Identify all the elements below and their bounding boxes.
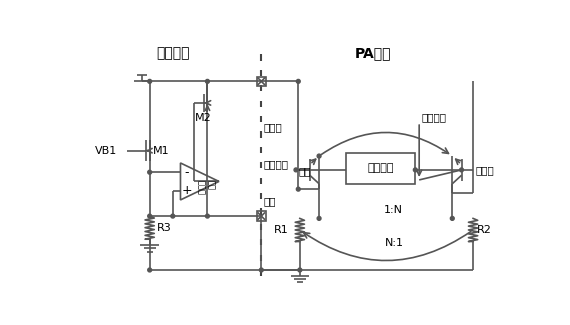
Text: 隔离电路: 隔离电路 (368, 163, 394, 173)
Circle shape (206, 214, 209, 218)
Circle shape (413, 168, 417, 172)
Text: R1: R1 (274, 225, 289, 235)
Circle shape (259, 268, 263, 272)
Circle shape (296, 79, 300, 83)
Circle shape (148, 268, 152, 272)
Circle shape (148, 214, 152, 218)
Text: +: + (181, 184, 192, 197)
Circle shape (148, 79, 152, 83)
Text: 集电极: 集电极 (264, 123, 282, 133)
Circle shape (171, 214, 174, 218)
Text: 传感器管: 传感器管 (264, 160, 288, 170)
Text: 射极: 射极 (264, 196, 276, 206)
Circle shape (296, 187, 300, 191)
Circle shape (148, 170, 152, 174)
Circle shape (206, 79, 209, 83)
Text: -: - (184, 166, 189, 179)
Text: R3: R3 (157, 223, 172, 233)
Text: R2: R2 (477, 225, 492, 235)
Text: 1:N: 1:N (384, 205, 403, 215)
Text: PA芯片: PA芯片 (355, 46, 391, 60)
Circle shape (298, 268, 302, 272)
Bar (256, 212, 266, 221)
Text: M1: M1 (153, 146, 169, 156)
Text: 基极: 基极 (298, 166, 311, 176)
Text: 射频输入: 射频输入 (421, 112, 446, 123)
Text: M2: M2 (195, 113, 212, 123)
Text: 误差
放大器: 误差 放大器 (196, 180, 215, 195)
Text: 控制芯片: 控制芯片 (156, 46, 189, 60)
Circle shape (294, 168, 298, 172)
Text: VB1: VB1 (95, 146, 117, 156)
Bar (346, 153, 416, 184)
Text: 功率管: 功率管 (475, 165, 494, 175)
Text: N:1: N:1 (385, 238, 404, 248)
Circle shape (317, 154, 321, 158)
Bar (256, 77, 266, 86)
Circle shape (450, 216, 454, 220)
Circle shape (459, 168, 463, 172)
Circle shape (317, 216, 321, 220)
